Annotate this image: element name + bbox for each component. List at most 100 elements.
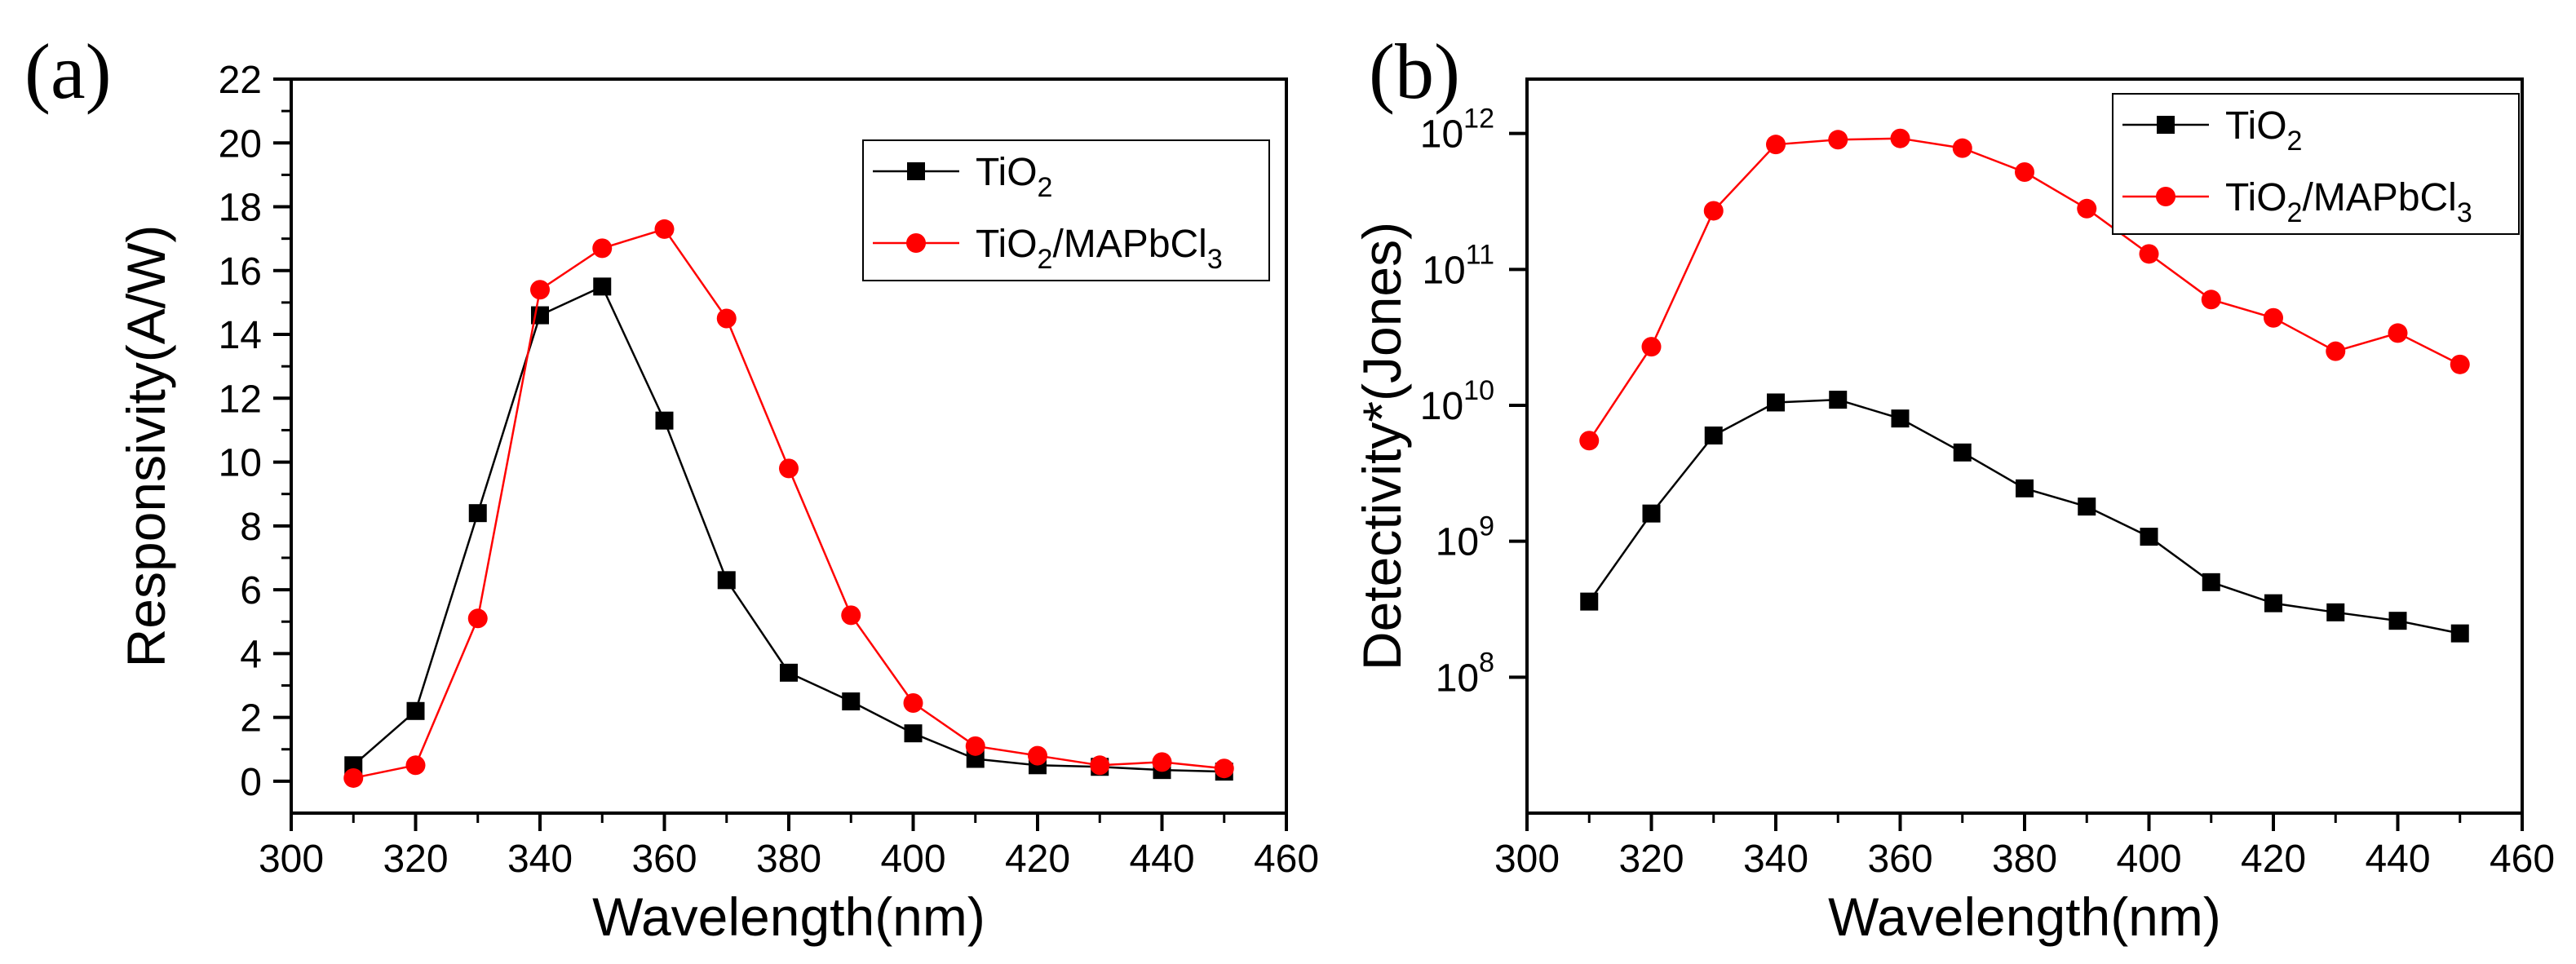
data-point-circle bbox=[1152, 752, 1172, 772]
data-point-square bbox=[1704, 426, 1723, 444]
data-point-circle bbox=[1890, 128, 1910, 148]
x-tick-label: 400 bbox=[2116, 838, 2181, 881]
series-tio2 bbox=[1580, 391, 2469, 643]
y-tick-label: 10 bbox=[219, 442, 262, 485]
data-point-square bbox=[655, 411, 674, 430]
y-tick-label: 22 bbox=[219, 59, 262, 102]
x-tick-label: 460 bbox=[1254, 838, 1319, 881]
data-point-square bbox=[842, 692, 861, 711]
legend-label-main: TiO bbox=[976, 223, 1038, 266]
x-tick-label: 340 bbox=[507, 838, 573, 881]
legend-label: TiO2 bbox=[976, 151, 1052, 203]
y-tick-base: 10 bbox=[1420, 113, 1463, 157]
series-tio2 bbox=[344, 277, 1233, 781]
y-tick-label: 0 bbox=[240, 761, 262, 804]
legend-label-subscript: 2 bbox=[2287, 126, 2303, 157]
data-point-square bbox=[2140, 528, 2158, 546]
y-tick-label: 8 bbox=[240, 506, 262, 549]
data-point-circle bbox=[1090, 755, 1110, 776]
x-tick-label: 440 bbox=[1129, 838, 1194, 881]
legend-marker-square bbox=[2157, 116, 2175, 134]
data-point-square bbox=[904, 724, 923, 743]
data-point-square bbox=[2326, 603, 2345, 621]
data-point-circle bbox=[343, 767, 364, 788]
legend-label-subscript: 3 bbox=[2457, 197, 2472, 228]
y-tick-label: 1011 bbox=[1422, 239, 1494, 292]
x-tick-label: 360 bbox=[631, 838, 697, 881]
legend-label-main: TiO bbox=[976, 151, 1038, 194]
data-point-circle bbox=[779, 458, 799, 479]
y-tick-label: 20 bbox=[219, 122, 262, 166]
x-tick-label: 420 bbox=[2241, 838, 2306, 881]
data-point-circle bbox=[1766, 135, 1786, 155]
data-point-square bbox=[2450, 624, 2469, 643]
data-point-circle bbox=[716, 308, 737, 329]
series-tio2-mapbcl3 bbox=[1579, 128, 2470, 451]
legend-label-main: TiO bbox=[2225, 104, 2287, 148]
legend-label-text: /MAPbCl bbox=[2302, 176, 2456, 219]
data-point-circle bbox=[2015, 161, 2034, 182]
y-tick-label: 1010 bbox=[1420, 375, 1494, 428]
y-tick-label: 12 bbox=[219, 378, 262, 421]
data-point-square bbox=[2388, 612, 2407, 630]
legend-marker-circle bbox=[2156, 187, 2175, 206]
data-point-square bbox=[2016, 479, 2034, 497]
data-point-square bbox=[468, 504, 487, 523]
y-tick-base: 10 bbox=[1422, 249, 1465, 292]
y-tick-label: 4 bbox=[240, 633, 262, 676]
data-point-circle bbox=[1703, 201, 1724, 221]
legend-box bbox=[2112, 93, 2520, 235]
y-tick-exponent: 8 bbox=[1479, 647, 1494, 678]
legend-label: TiO2 bbox=[2225, 104, 2302, 157]
data-point-circle bbox=[1028, 745, 1047, 766]
y-tick-exponent: 12 bbox=[1463, 104, 1494, 135]
y-axis-title: Responsivity(A/W) bbox=[116, 225, 176, 668]
legend-label-subscript: 2 bbox=[2287, 197, 2303, 228]
y-tick-exponent: 9 bbox=[1479, 511, 1494, 542]
y-tick-label: 18 bbox=[219, 187, 262, 230]
legend-label-main: TiO bbox=[2225, 176, 2287, 219]
data-point-circle bbox=[1214, 758, 1234, 779]
legend-marker-square bbox=[907, 162, 925, 180]
x-tick-label: 300 bbox=[1494, 838, 1560, 881]
data-point-circle bbox=[903, 693, 923, 713]
y-tick-base: 10 bbox=[1436, 657, 1479, 700]
data-point-circle bbox=[1641, 337, 1662, 357]
data-point-square bbox=[2264, 594, 2282, 612]
data-point-circle bbox=[2326, 341, 2346, 361]
y-tick-base: 10 bbox=[1436, 521, 1479, 564]
data-point-circle bbox=[1952, 138, 1972, 158]
data-point-circle bbox=[2450, 354, 2470, 374]
y-tick-base: 10 bbox=[1420, 385, 1463, 428]
data-point-circle bbox=[592, 238, 613, 259]
series-tio2-mapbcl3 bbox=[343, 219, 1234, 788]
x-tick-label: 380 bbox=[1992, 838, 2057, 881]
data-point-circle bbox=[654, 219, 675, 239]
x-tick-label: 440 bbox=[2365, 838, 2430, 881]
y-axis-title: Detectivity*(Jones) bbox=[1352, 222, 1412, 670]
legend-box bbox=[862, 139, 1270, 281]
y-tick-exponent: 10 bbox=[1463, 375, 1494, 406]
y-tick-label: 2 bbox=[240, 697, 262, 741]
data-point-circle bbox=[2139, 244, 2159, 264]
x-tick-label: 420 bbox=[1005, 838, 1070, 881]
y-tick-label: 14 bbox=[219, 314, 262, 357]
series-line bbox=[352, 228, 1224, 780]
legend-label: TiO2/MAPbCl3 bbox=[2225, 176, 2472, 228]
data-point-square bbox=[717, 571, 736, 590]
data-point-circle bbox=[2201, 290, 2221, 310]
data-point-circle bbox=[965, 736, 985, 756]
y-tick-label: 109 bbox=[1436, 511, 1494, 564]
legend-label-subscript: 2 bbox=[1038, 172, 1053, 203]
data-point-circle bbox=[405, 755, 426, 776]
x-tick-label: 460 bbox=[2490, 838, 2555, 881]
series-line bbox=[352, 285, 1224, 773]
panel-b-detectivity-chart: (b)300 320 340 360 380 400 420 440 4601081091010… bbox=[1352, 28, 2555, 947]
x-tick-label: 320 bbox=[383, 838, 448, 881]
data-point-circle bbox=[530, 280, 550, 300]
data-point-circle bbox=[2264, 307, 2283, 328]
legend-label-subscript: 2 bbox=[1038, 244, 1053, 275]
x-axis-title: Wavelength(nm) bbox=[592, 887, 985, 947]
data-point-square bbox=[593, 277, 612, 296]
